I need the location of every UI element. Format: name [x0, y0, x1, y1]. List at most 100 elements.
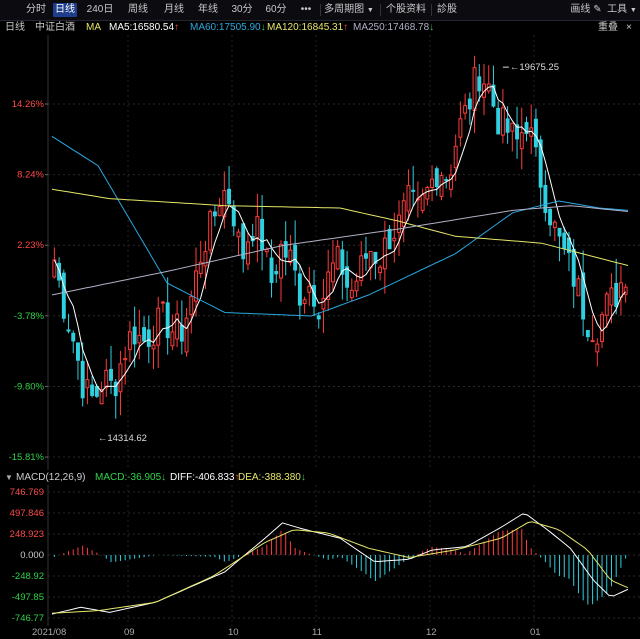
index-name: 中证白酒	[35, 22, 75, 33]
candle-body	[335, 245, 340, 270]
candle-body	[85, 379, 90, 389]
candle-body	[382, 237, 387, 270]
chevron-down-icon: ▼	[629, 7, 637, 14]
candle-body	[496, 107, 501, 135]
tools-label: 工具	[607, 4, 628, 15]
candle-body	[538, 139, 543, 188]
dea-value: DEA:-388.380↓	[238, 471, 306, 485]
tab-intraday[interactable]: 分时	[26, 4, 46, 15]
arrow-up-icon: ↑	[343, 22, 349, 33]
candle-body	[297, 273, 302, 306]
candle-body	[194, 270, 198, 302]
x-tick-label: 09	[124, 627, 135, 638]
toolbar-divider	[380, 4, 381, 16]
candle-body	[472, 67, 477, 111]
candle-body	[359, 255, 364, 282]
candle-body	[340, 249, 345, 275]
candle-body	[585, 330, 590, 338]
candle-body	[61, 272, 66, 319]
arrow-down-icon: ↓	[300, 472, 306, 483]
candle-body	[66, 329, 71, 332]
candle-body	[562, 232, 567, 250]
stock-profile-button[interactable]: 个股资料	[386, 4, 426, 15]
candle-body	[179, 324, 184, 342]
candle-body	[434, 168, 439, 188]
tab-30min[interactable]: 30分	[231, 4, 253, 15]
candle-body	[519, 132, 524, 150]
candle-body	[264, 248, 269, 253]
y-tick-label: 2.23%	[17, 240, 44, 251]
ma120-text: MA120:16845.31	[267, 22, 344, 33]
dea-text: DEA:-388.380	[238, 472, 301, 483]
x-tick-label: 12	[426, 627, 437, 638]
candle-body	[387, 228, 392, 250]
arrow-down-icon: ↓	[161, 472, 167, 483]
draw-line-button[interactable]: 画线 ✎	[568, 3, 604, 17]
candle-body	[156, 307, 161, 346]
pencil-icon: ✎	[593, 4, 602, 15]
candle-body	[326, 271, 331, 301]
close-icon[interactable]: ×	[626, 22, 632, 33]
macd-y-tick-label: 497.846	[10, 508, 44, 519]
candle-body	[600, 314, 604, 342]
multi-period-dropdown[interactable]: 多周期图 ▼	[322, 3, 376, 17]
diff-value: DIFF:-406.833↑	[170, 471, 239, 485]
overlay-toggle[interactable]: 重叠	[598, 22, 618, 33]
x-tick-label: 01	[530, 627, 541, 638]
candle-body	[302, 299, 307, 305]
candle-body	[113, 381, 118, 397]
tab-yearly[interactable]: 年线	[198, 4, 218, 15]
candle-body	[241, 223, 246, 260]
candle-body	[316, 315, 321, 320]
tab-60min[interactable]: 60分	[265, 4, 287, 15]
candle-body	[548, 208, 553, 226]
ma250-line	[51, 205, 629, 296]
candle-body	[373, 251, 378, 264]
diagnose-button[interactable]: 診股	[437, 4, 457, 15]
arrow-down-icon: ↓	[429, 22, 435, 33]
candle-body	[515, 124, 520, 140]
candle-body	[189, 296, 194, 315]
candle-body	[458, 118, 463, 138]
candlestick-chart[interactable]: 14.26% 8.24% 2.23% -3.78% -9.80% -15.81% ←1967…	[0, 35, 640, 470]
macd-title: MACD(12,26,9)	[16, 472, 86, 483]
candle-body	[208, 211, 213, 251]
tools-button[interactable]: 工具 ▼	[606, 3, 638, 17]
candle-body	[543, 184, 548, 213]
macd-y-tick-label: -746.77	[12, 613, 44, 624]
macd-y-tick-label: 0.000	[20, 550, 44, 561]
candle-body	[80, 360, 85, 399]
candle-body	[505, 118, 510, 133]
diff-text: DIFF:-406.833	[170, 472, 235, 483]
candle-body	[293, 244, 298, 271]
candle-body	[392, 237, 397, 242]
candle-body	[590, 340, 595, 343]
ma5-line	[53, 85, 626, 393]
low-annotation: ←14314.62	[98, 433, 147, 444]
candle-body	[269, 257, 274, 283]
tab-monthly[interactable]: 月线	[164, 4, 184, 15]
tab-weekly[interactable]: 周线	[128, 4, 148, 15]
candle-body	[123, 357, 128, 361]
ma120-line	[51, 188, 629, 266]
tab-daily[interactable]: 日线	[53, 3, 77, 17]
candle-body	[76, 342, 80, 361]
more-periods-button[interactable]: •••	[300, 4, 312, 15]
candle-body	[217, 206, 222, 217]
toolbar-divider	[320, 4, 321, 16]
candle-body	[170, 331, 175, 347]
candle-body	[279, 243, 283, 279]
candle-body	[581, 272, 586, 320]
candle-body	[104, 369, 109, 388]
candle-body	[198, 261, 203, 274]
tab-240day[interactable]: 240日	[86, 4, 114, 15]
high-annotation: ←19675.25	[510, 62, 559, 73]
macd-chart[interactable]: 746.769 497.846 248.923 0.000 -248.92 -497.85…	[0, 485, 640, 626]
collapse-icon[interactable]: ▼	[5, 473, 13, 482]
y-tick-label: -3.78%	[14, 311, 45, 322]
candle-body	[345, 266, 350, 288]
candle-body	[227, 188, 232, 205]
period-label: 日线	[5, 22, 25, 33]
candle-body	[420, 194, 425, 211]
x-tick-label: 11	[312, 627, 322, 638]
